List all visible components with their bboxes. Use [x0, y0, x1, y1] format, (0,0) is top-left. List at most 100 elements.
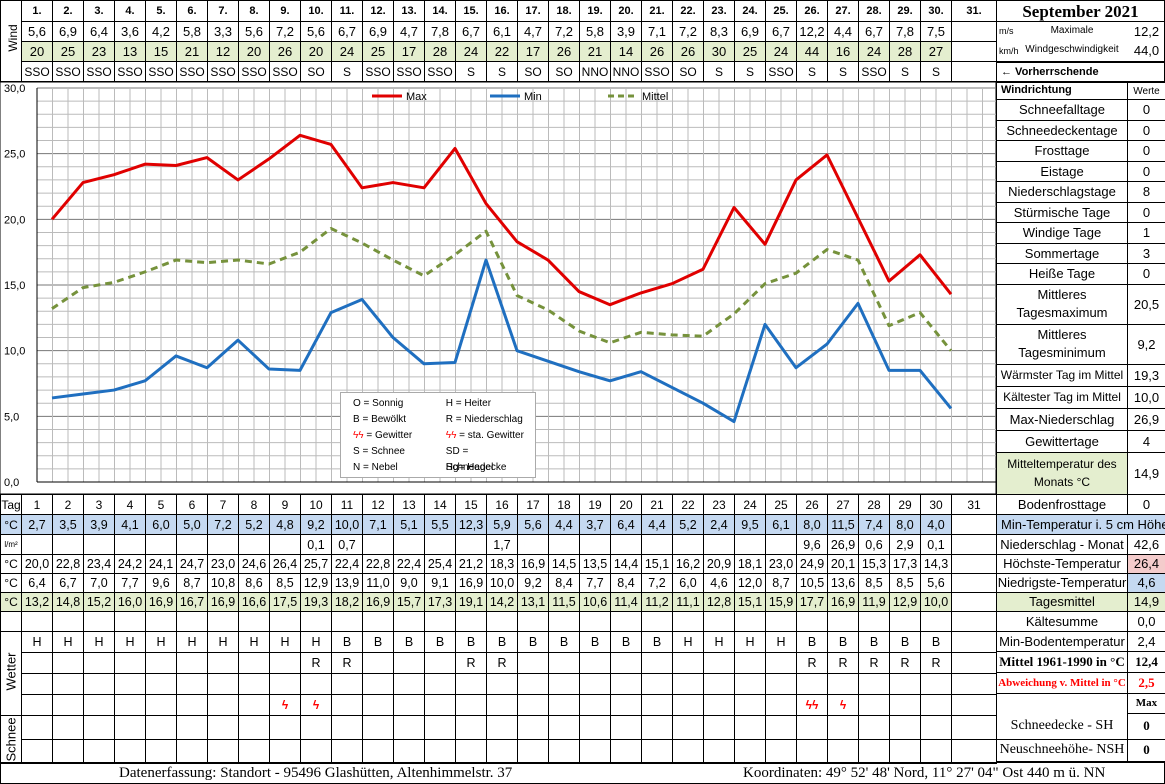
- blank-cell: [455, 611, 487, 632]
- soil-temp-cell: 6,0: [145, 514, 177, 535]
- day-header: 12: [362, 494, 394, 515]
- precipitation-cell: 0,7: [331, 534, 363, 555]
- wind-kmh-cell: 21: [176, 41, 208, 62]
- wind-kmh-cell: 26: [641, 41, 673, 62]
- weather-cell: [548, 673, 580, 695]
- mean-daily-max-row: Mittleres Tagesmaximum 20,5: [996, 283, 1165, 325]
- min-temp-cell: 8,4: [548, 573, 580, 593]
- max-temp-cell: 23,0: [765, 554, 797, 574]
- mean-daily-max-label: Mittleres Tagesmaximum: [996, 283, 1128, 325]
- snow-cell: [145, 739, 177, 764]
- max-header: Max: [1127, 692, 1165, 714]
- thunderstorm-cell: [207, 694, 239, 716]
- precipitation-cell: [424, 534, 456, 555]
- weather-cell: [207, 673, 239, 695]
- summary-value: 0,0: [1127, 610, 1165, 632]
- mean-temp-cell: 15,2: [83, 592, 115, 612]
- wind-row-ms: 5,6 6,9 6,4 3,6 4,2 5,8 3,3 5,6 7,2 5,6 6,7 6,9 4,7 7…: [21, 21, 997, 42]
- blank-cell: [920, 611, 952, 632]
- wind-kmh-cell: 17: [393, 41, 425, 62]
- thunderstorm-cell: [114, 694, 146, 716]
- wind-dir-cell: SO: [672, 61, 704, 82]
- weather-cell: [424, 673, 456, 695]
- precipitation-cell: [951, 534, 997, 555]
- wind-kmh-cell: 12: [207, 41, 239, 62]
- wind-day-header-cell: 3.: [83, 0, 115, 22]
- weather-cell: B: [455, 631, 487, 653]
- blank-cell: [300, 611, 332, 632]
- snow-cell: [765, 715, 797, 740]
- thunderstorm-cell: [362, 694, 394, 716]
- wind-day-header-cell: 29.: [889, 0, 921, 22]
- thunderstorm-cell: [238, 694, 270, 716]
- day-header: 13: [393, 494, 425, 515]
- max-temp-cell: 20,9: [703, 554, 735, 574]
- max-wind-label-2: Windgeschwindigkeit: [1025, 44, 1119, 55]
- max-temp-cell: 25,7: [300, 554, 332, 574]
- wind-day-header-cell: 20.: [610, 0, 642, 22]
- thunderstorm-cell: [610, 694, 642, 716]
- thunderstorm-cell: [703, 694, 735, 716]
- wind-dir-cell: S: [703, 61, 735, 82]
- snow-row: [1, 739, 997, 764]
- day-header: 4: [114, 494, 146, 515]
- wind-table: 1. 2. 3. 4. 5. 6. 7. 8. 9. 10. 11. 12. 13. 14. 15. 16. 1…: [21, 0, 997, 82]
- weather-cell: B: [858, 631, 890, 653]
- day-header: 30: [920, 494, 952, 515]
- snow-cell: [176, 739, 208, 764]
- weather-row: ϟ ϟ ϟϟ ϟ: [1, 694, 997, 716]
- precipitation-cell: [207, 534, 239, 555]
- weather-cell: [703, 652, 735, 674]
- wind-dir-cell: SSO: [52, 61, 84, 82]
- wind-ms-cell: 6,9: [734, 21, 766, 42]
- wind-ms-cell: 6,4: [83, 21, 115, 42]
- stat-row: Max-Niederschlag 26,9: [996, 407, 1165, 431]
- wind-kmh-cell: 25: [734, 41, 766, 62]
- summary-row: Niedrigste-Temperatur 4,6: [996, 572, 1165, 593]
- soil-temp-cell: 4,4: [548, 514, 580, 535]
- precipitation-cell: [579, 534, 611, 555]
- snow-cell: [269, 715, 301, 740]
- weather-key-row: ϟϟ = Gewitter ϟϟ = sta. Gewitter: [353, 428, 531, 444]
- max-temp-cell: 16,2: [672, 554, 704, 574]
- min-temp-cell: 4,6: [703, 573, 735, 593]
- snow-cell: [734, 715, 766, 740]
- soil-temp-cell: 8,0: [796, 514, 828, 535]
- weather-cell: [21, 652, 53, 674]
- soil-temp-cell: 7,4: [858, 514, 890, 535]
- snow-cell: [641, 715, 673, 740]
- snow-cell: [610, 715, 642, 740]
- weather-cell: [672, 673, 704, 695]
- wind-ms-cell: 7,2: [269, 21, 301, 42]
- stat-value: 0: [1127, 201, 1165, 223]
- precipitation-cell: 26,9: [827, 534, 859, 555]
- blank-cell: [393, 611, 425, 632]
- precipitation-cell: [548, 534, 580, 555]
- snow-cell: [238, 739, 270, 764]
- mean-temp-cell: 17,5: [269, 592, 301, 612]
- day-header: 28: [858, 494, 890, 515]
- day-header: 24: [734, 494, 766, 515]
- day-header: 16: [486, 494, 518, 515]
- blank-cell: [672, 611, 704, 632]
- min-temp-cell: 9,6: [145, 573, 177, 593]
- wind-dir-cell: S: [889, 61, 921, 82]
- weather-cell: [145, 673, 177, 695]
- day-header: 7: [207, 494, 239, 515]
- day-header: 27: [827, 494, 859, 515]
- mean-temp-cell: 16,7: [176, 592, 208, 612]
- weather-cell: [114, 652, 146, 674]
- precipitation-cell: 0,1: [300, 534, 332, 555]
- day-header: 14: [424, 494, 456, 515]
- weather-key-rows: O = Sonnig H = Heiter B = Bewölkt R = Niede…: [341, 393, 535, 476]
- weather-cell: B: [393, 631, 425, 653]
- thunderstorm-cell: [889, 694, 921, 716]
- soil-temp-unit: °C: [0, 514, 22, 535]
- blank-cell: [207, 611, 239, 632]
- wind-kmh-cell: 16: [827, 41, 859, 62]
- weather-key-entry: S = Schnee: [353, 446, 405, 457]
- weather-cell: [21, 673, 53, 695]
- precipitation-cell: 0,1: [920, 534, 952, 555]
- stat-row: Eistage 0: [996, 160, 1165, 182]
- stats-panel: Werte Schneefalltage 0 Schneedeckentage 0 Fro…: [996, 82, 1165, 762]
